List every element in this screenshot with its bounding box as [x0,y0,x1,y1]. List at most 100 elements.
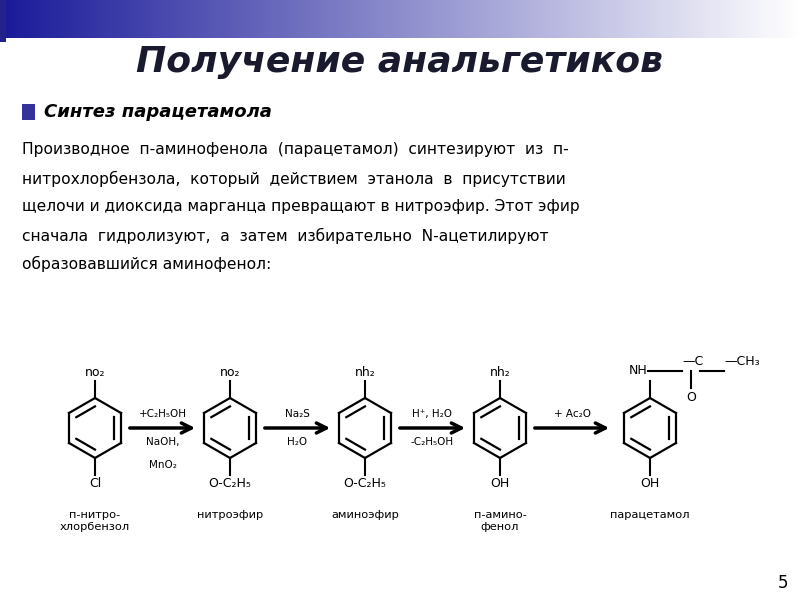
Bar [112,0,116,38]
Bar [22,104,35,120]
Text: образовавшийся аминофенол:: образовавшийся аминофенол: [22,256,271,272]
Bar [92,0,96,38]
Bar [588,0,592,38]
Bar [324,0,328,38]
Bar [236,0,240,38]
Bar [60,0,64,38]
Bar [272,0,276,38]
Bar [412,0,416,38]
Bar [332,0,336,38]
Bar [316,0,320,38]
Text: Na₂S: Na₂S [285,409,310,419]
Bar [164,0,168,38]
Bar [504,0,508,38]
Bar [424,0,428,38]
Text: п-амино-
фенол: п-амино- фенол [474,510,526,532]
Bar [744,0,748,38]
Bar [304,0,308,38]
Bar [432,0,436,38]
Bar [352,0,356,38]
Bar [364,0,368,38]
Bar [676,0,680,38]
Bar [28,0,32,38]
Bar [404,0,408,38]
Bar [156,0,160,38]
Bar [780,0,784,38]
Text: нитроэфир: нитроэфир [197,510,263,520]
Bar [152,0,156,38]
Bar [796,0,800,38]
Text: no₂: no₂ [220,366,240,379]
Bar [296,0,300,38]
Bar [268,0,272,38]
Bar [652,0,656,38]
Text: MnO₂: MnO₂ [149,460,177,470]
Bar [32,0,36,38]
Bar [692,0,696,38]
Bar [212,0,216,38]
Bar [344,0,348,38]
Bar [656,0,660,38]
Text: O-C₂H₅: O-C₂H₅ [209,477,251,490]
Bar [552,0,556,38]
Bar [136,0,140,38]
Text: nh₂: nh₂ [490,366,510,379]
Bar [108,0,112,38]
Bar [772,0,776,38]
Bar [708,0,712,38]
Bar [720,0,724,38]
Bar [500,0,504,38]
Text: п-нитро-
хлорбензол: п-нитро- хлорбензол [60,510,130,532]
Bar [788,0,792,38]
Bar [276,0,280,38]
Bar [408,0,412,38]
Bar [536,0,540,38]
Bar [280,0,284,38]
Bar [624,0,628,38]
Bar [528,0,532,38]
Bar [200,0,204,38]
Bar [376,0,380,38]
Bar [392,0,396,38]
Bar [428,0,432,38]
Bar [636,0,640,38]
Bar [760,0,764,38]
Bar [756,0,760,38]
Bar [260,0,264,38]
Bar [24,0,28,38]
Bar [228,0,232,38]
Bar [480,0,484,38]
Bar [752,0,756,38]
Bar [172,0,176,38]
Bar [232,0,236,38]
Text: OH: OH [490,477,510,490]
Bar [464,0,468,38]
Bar [356,0,360,38]
Bar [632,0,636,38]
Bar [340,0,344,38]
Bar [548,0,552,38]
Text: H⁺, H₂O: H⁺, H₂O [413,409,453,419]
Bar [592,0,596,38]
Bar [556,0,560,38]
Bar [80,0,84,38]
Bar [284,0,288,38]
Bar [140,0,144,38]
Bar [564,0,568,38]
Bar [292,0,296,38]
Bar [388,0,392,38]
Bar [96,0,100,38]
Bar [368,0,372,38]
Bar [264,0,268,38]
Bar [144,0,148,38]
Bar [132,0,136,38]
Bar [700,0,704,38]
Bar [252,0,256,38]
Bar [688,0,692,38]
Bar [704,0,708,38]
Bar [36,0,40,38]
Bar [580,0,584,38]
Bar [776,0,780,38]
Bar [44,0,48,38]
Bar [616,0,620,38]
